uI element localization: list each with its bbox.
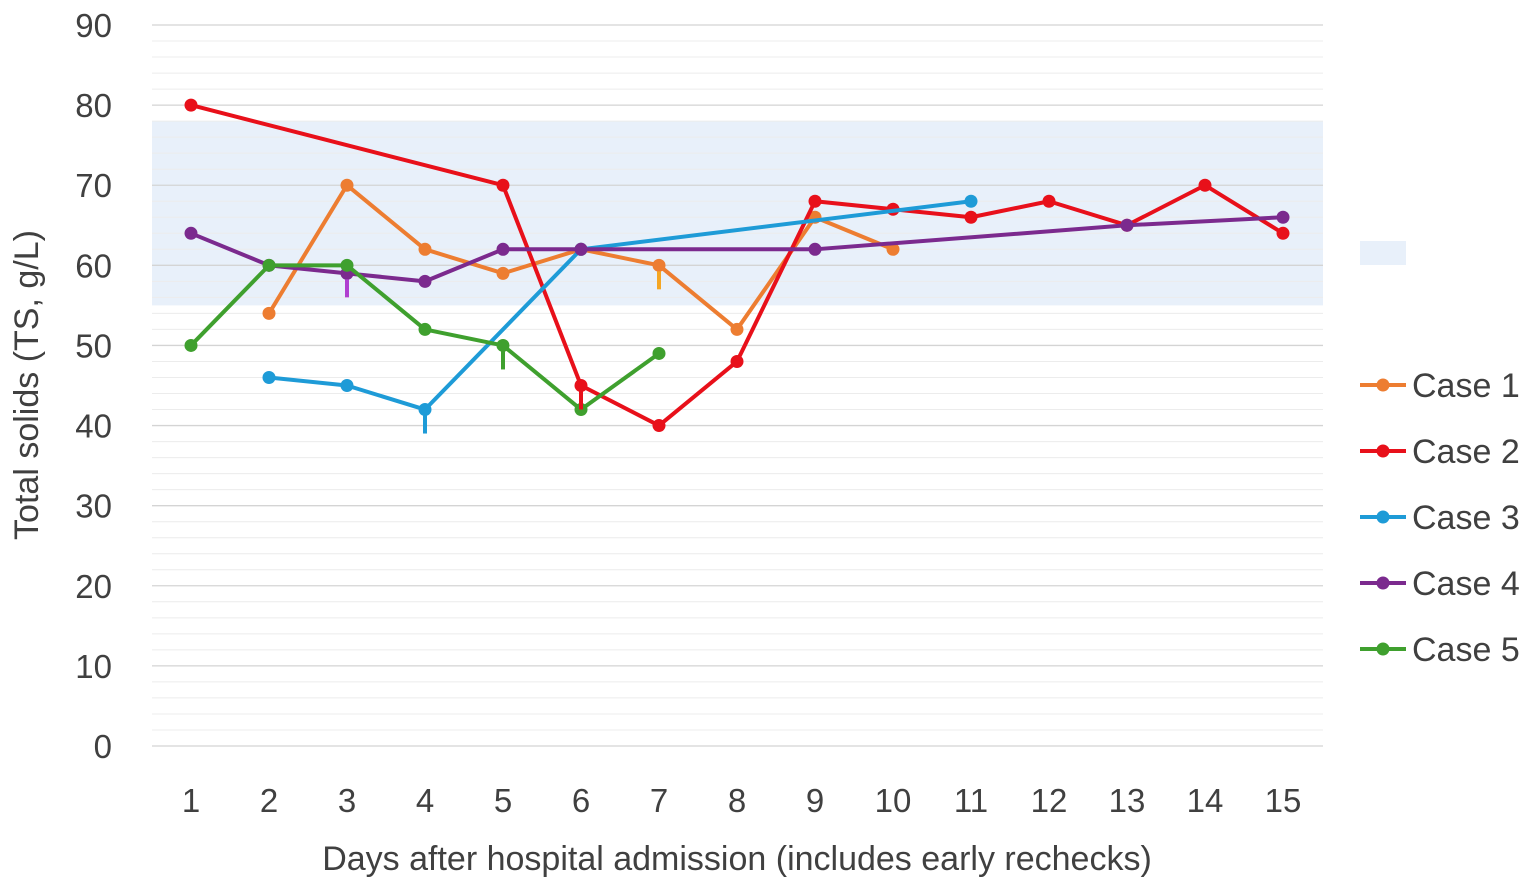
data-point (496, 338, 510, 352)
y-axis-ticks: 0 10 20 30 40 50 60 70 80 90 (75, 7, 112, 765)
data-point (730, 354, 744, 368)
x-axis-ticks: 1 2 3 4 5 6 7 8 9 10 11 12 13 14 15 (182, 782, 1302, 819)
x-axis-title: Days after hospital admission (includes … (322, 840, 1152, 878)
data-point (418, 403, 432, 417)
y-tick-label: 50 (75, 327, 112, 364)
legend-label: Case 3 (1412, 499, 1520, 537)
series-case-5 (184, 258, 666, 417)
x-tick-label: 6 (572, 782, 590, 819)
data-point (964, 210, 978, 224)
y-tick-label: 0 (94, 728, 112, 765)
data-point (418, 322, 432, 336)
x-tick-label: 11 (954, 782, 988, 819)
legend-band-swatch (1360, 241, 1406, 265)
legend-label: Case 5 (1412, 631, 1520, 669)
x-tick-label: 15 (1265, 782, 1302, 819)
legend-marker (1376, 444, 1390, 458)
x-tick-label: 14 (1187, 782, 1224, 819)
x-tick-label: 5 (494, 782, 512, 819)
data-point (1276, 210, 1290, 224)
data-point (652, 258, 666, 272)
legend-item: Case 4 (1360, 565, 1520, 603)
data-point (1042, 194, 1056, 208)
x-tick-label: 3 (338, 782, 356, 819)
y-tick-label: 40 (75, 408, 112, 445)
data-point (808, 194, 822, 208)
gridlines (152, 24, 1323, 747)
event-markers (345, 271, 661, 434)
data-point (574, 242, 588, 256)
data-point (886, 242, 900, 256)
x-tick-label: 1 (182, 782, 200, 819)
y-tick-label: 90 (75, 7, 112, 44)
data-point (340, 379, 354, 392)
legend-label: Case 2 (1412, 433, 1520, 471)
x-tick-label: 2 (260, 782, 278, 819)
data-point (574, 379, 588, 392)
legend-item: Case 1 (1360, 367, 1520, 405)
data-point (496, 178, 510, 192)
data-point (184, 338, 198, 352)
legend-marker (1376, 378, 1390, 392)
x-tick-label: 4 (416, 782, 434, 819)
legend-item: Case 3 (1360, 499, 1520, 537)
legend: Case 1 Case 2 Case 3 Case 4 Case 5 (1360, 241, 1520, 669)
data-point (652, 419, 666, 433)
series-lines (184, 98, 1290, 433)
series-case-2 (184, 98, 1290, 433)
y-tick-label: 10 (75, 648, 112, 685)
legend-marker (1376, 510, 1390, 524)
data-point (964, 194, 978, 208)
y-axis-title: Total solids (TS, g/L) (8, 230, 46, 540)
data-point (1120, 218, 1134, 232)
data-point (184, 98, 198, 112)
data-point (340, 258, 354, 272)
y-tick-label: 70 (75, 167, 112, 204)
x-tick-label: 10 (875, 782, 912, 819)
y-tick-label: 30 (75, 488, 112, 525)
data-point (652, 346, 666, 360)
x-tick-label: 7 (650, 782, 668, 819)
legend-item: Case 5 (1360, 631, 1520, 669)
data-point (496, 266, 510, 280)
y-tick-label: 20 (75, 568, 112, 605)
data-point (1276, 226, 1290, 240)
legend-item: Case 2 (1360, 433, 1520, 471)
data-point (808, 242, 822, 256)
legend-label: Case 4 (1412, 565, 1520, 603)
x-tick-label: 12 (1031, 782, 1068, 819)
x-tick-label: 13 (1109, 782, 1146, 819)
data-point (574, 403, 588, 417)
x-tick-label: 8 (728, 782, 746, 819)
data-point (730, 322, 744, 336)
x-tick-label: 9 (806, 782, 824, 819)
data-point (262, 258, 276, 272)
data-point (418, 242, 432, 256)
y-tick-label: 80 (75, 87, 112, 124)
data-point (418, 274, 432, 288)
data-point (340, 178, 354, 192)
data-point (1198, 178, 1212, 192)
data-point (496, 242, 510, 256)
legend-marker (1376, 576, 1390, 590)
data-point (184, 226, 198, 240)
series-line (189, 103, 1285, 428)
data-point (262, 370, 276, 384)
y-tick-label: 60 (75, 247, 112, 284)
legend-label: Case 1 (1412, 367, 1520, 405)
legend-marker (1376, 642, 1390, 656)
data-point (262, 306, 276, 320)
